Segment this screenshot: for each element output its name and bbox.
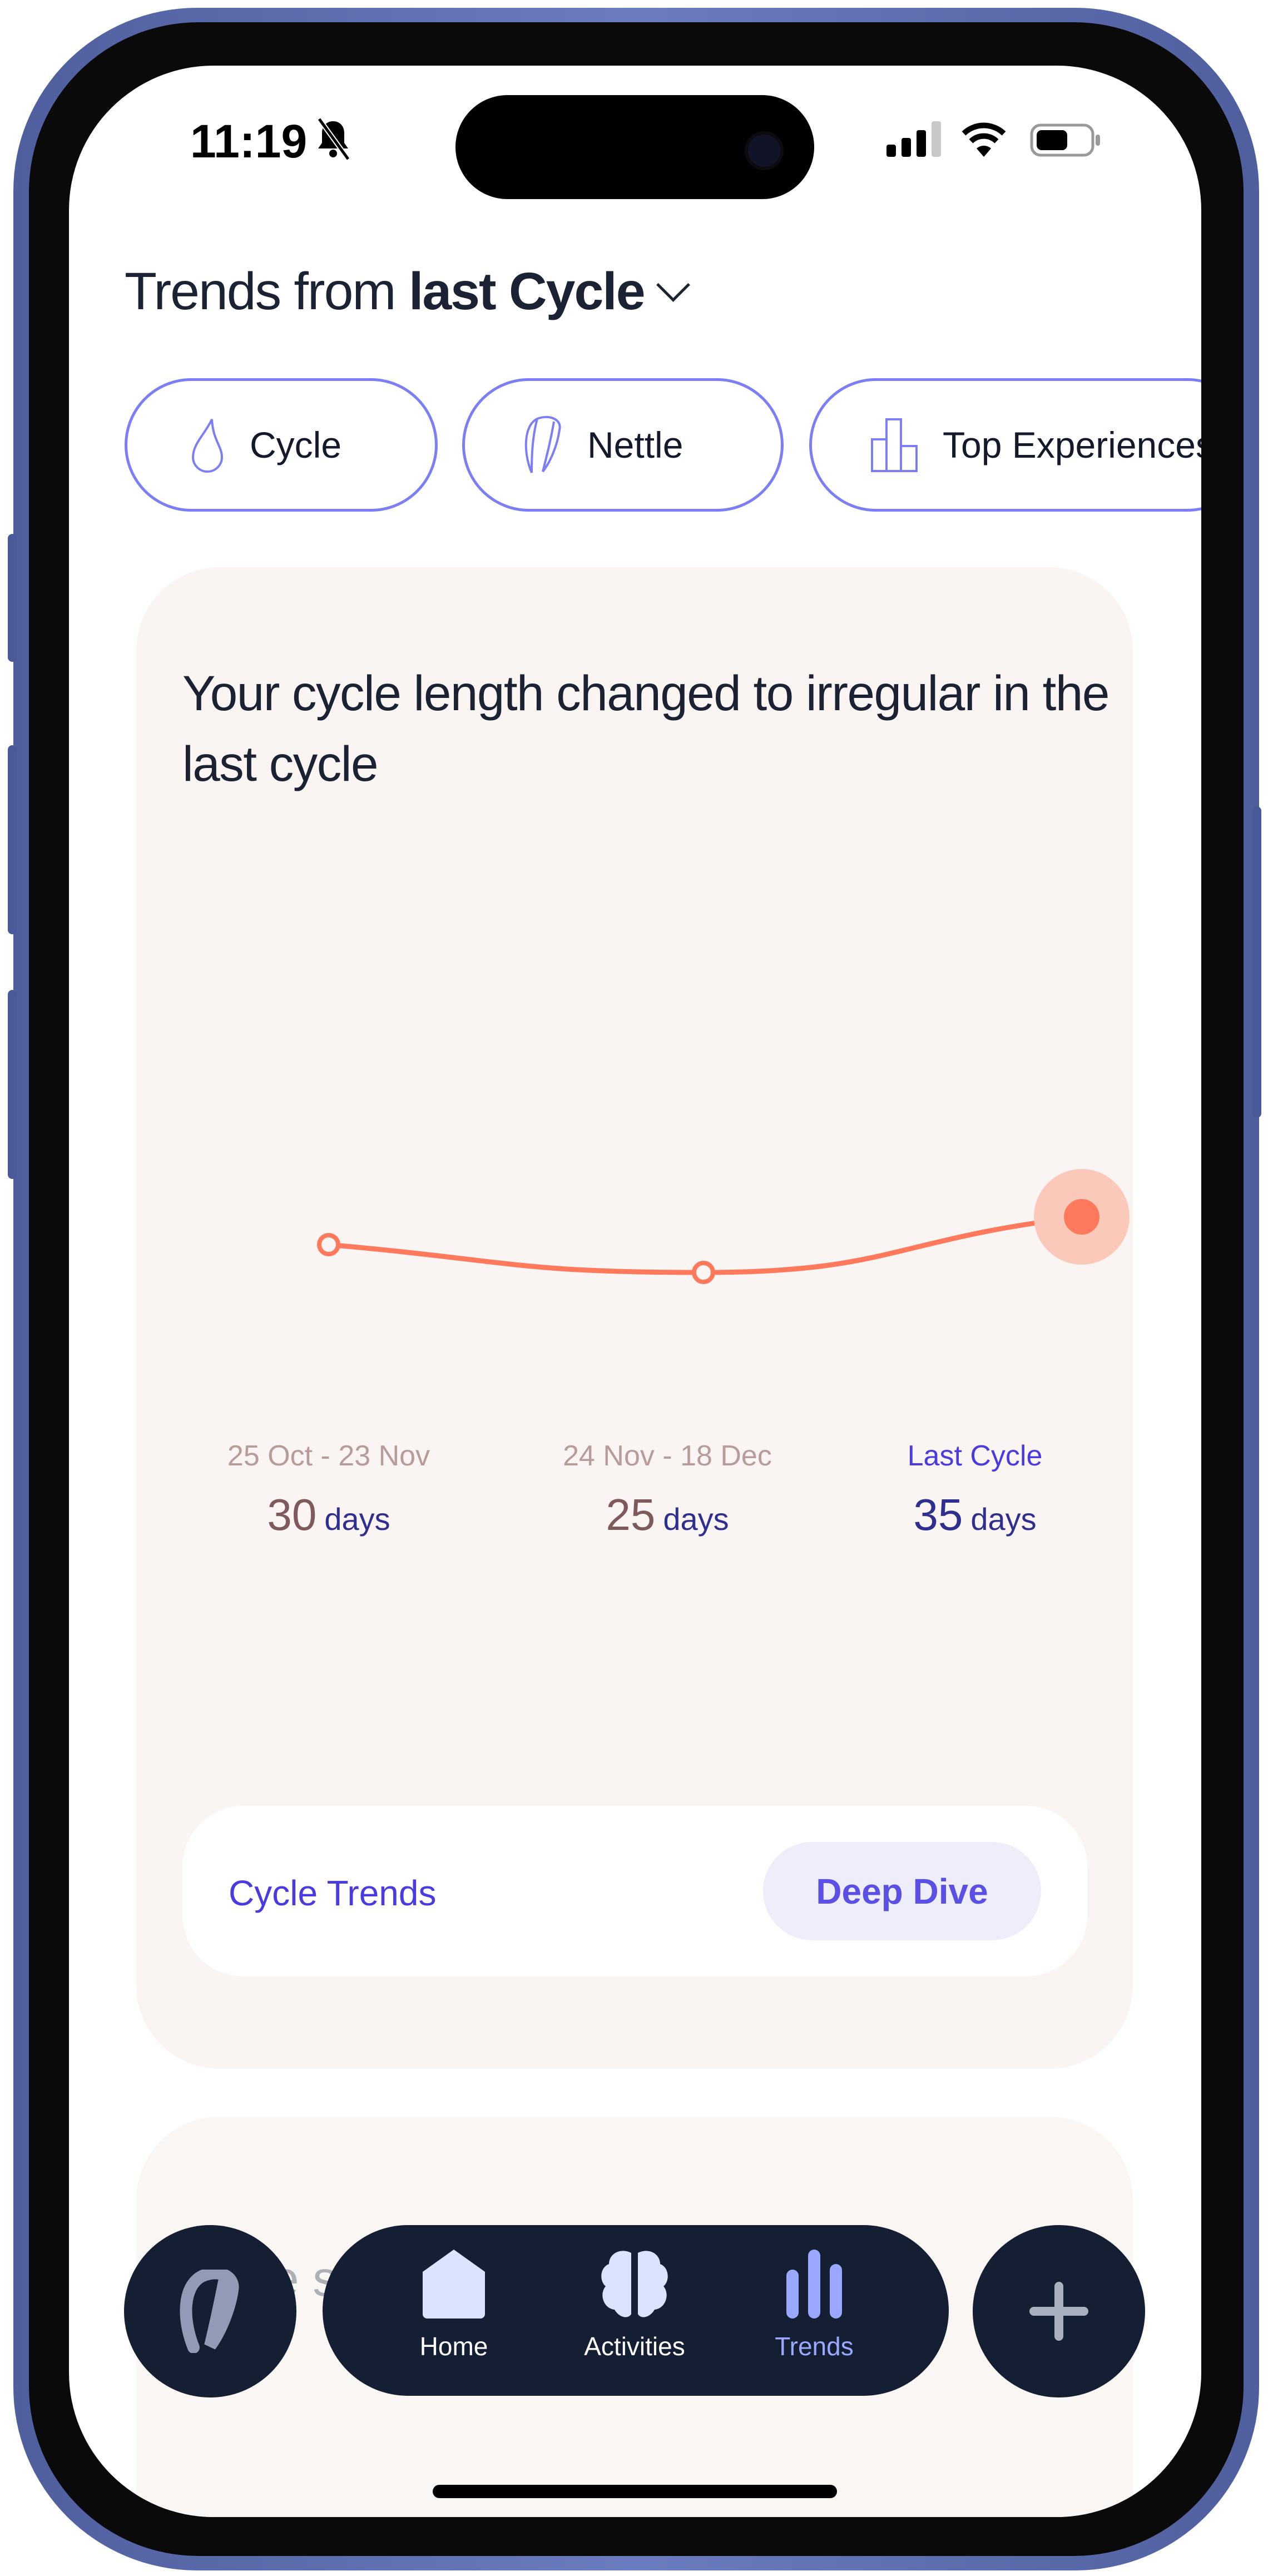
- nav-trends[interactable]: Trends: [742, 2247, 886, 2361]
- value-unit: days: [324, 1502, 390, 1537]
- value-number: 25: [606, 1490, 656, 1539]
- chip-nettle[interactable]: Nettle: [462, 378, 784, 512]
- value-label-2: 35 days: [819, 1489, 1131, 1540]
- power-button: [1252, 806, 1261, 1118]
- dynamic-island: [455, 95, 814, 199]
- cycle-trends-row: Cycle Trends Deep Dive: [182, 1806, 1087, 1976]
- nav-home[interactable]: Home: [382, 2247, 526, 2361]
- plus-icon: [1029, 2282, 1088, 2341]
- title-prefix: Trends from: [125, 262, 409, 321]
- chip-cycle[interactable]: Cycle: [125, 378, 438, 512]
- home-indicator[interactable]: [433, 2485, 837, 2498]
- add-button[interactable]: [973, 2225, 1145, 2397]
- x-label-2: Last Cycle: [907, 1440, 1043, 1472]
- chip-label: Top Experiences: [943, 424, 1201, 465]
- nav-label: Activities: [584, 2332, 685, 2361]
- bar-chart-icon: [871, 418, 918, 472]
- value-label-1: 25 days: [512, 1489, 823, 1540]
- bell-slash-icon: [317, 117, 350, 161]
- wifi-icon: [962, 122, 1006, 157]
- data-point-1[interactable]: [692, 1261, 715, 1284]
- battery-icon: [1030, 123, 1100, 157]
- card-headline: Your cycle length changed to irregular i…: [182, 665, 1110, 791]
- trends-period-selector[interactable]: Trends from last Cycle: [125, 261, 690, 322]
- chip-top-experiences[interactable]: Top Experiences: [809, 378, 1201, 512]
- cycle-trends-label: Cycle Trends: [229, 1873, 437, 1913]
- cycle-length-chart: [317, 1169, 1130, 1284]
- value-unit: days: [970, 1502, 1037, 1537]
- nav-activities[interactable]: Activities: [562, 2247, 707, 2361]
- nav-label: Home: [419, 2332, 488, 2361]
- status-time: 11:19: [190, 115, 308, 167]
- brain-icon: [601, 2251, 668, 2317]
- value-number: 35: [913, 1490, 963, 1539]
- volume-up-button: [8, 745, 17, 934]
- home-icon: [423, 2250, 485, 2319]
- action-button: [8, 534, 17, 662]
- chip-label: Nettle: [587, 424, 683, 465]
- drop-icon: [191, 419, 224, 473]
- bottom-nav: Home Activities Trends: [323, 2225, 949, 2396]
- x-label-0: 25 Oct - 23 Nov: [227, 1440, 430, 1472]
- camera: [745, 131, 784, 170]
- chip-label: Cycle: [250, 424, 342, 465]
- data-point-2[interactable]: [1064, 1199, 1099, 1235]
- chevron-down-icon: [656, 268, 690, 302]
- screen: 11:19 Trends from last Cycle Cycle Nettl…: [69, 66, 1201, 2517]
- nettle-leaf-icon: [524, 415, 561, 473]
- value-label-0: 30 days: [173, 1489, 484, 1540]
- value-unit: days: [663, 1502, 729, 1537]
- nettle-logo-icon: [180, 2270, 239, 2353]
- cellular-signal-icon: [886, 121, 948, 157]
- title-period: last Cycle: [408, 262, 646, 321]
- deep-dive-button[interactable]: Deep Dive: [763, 1842, 1041, 1940]
- data-point-0[interactable]: [317, 1233, 340, 1256]
- x-label-1: 24 Nov - 18 Dec: [563, 1440, 772, 1472]
- nettle-logo-button[interactable]: [124, 2225, 296, 2397]
- bar-chart-icon: [786, 2250, 842, 2319]
- volume-down-button: [8, 990, 17, 1179]
- value-number: 30: [267, 1490, 317, 1539]
- nav-label: Trends: [775, 2332, 854, 2361]
